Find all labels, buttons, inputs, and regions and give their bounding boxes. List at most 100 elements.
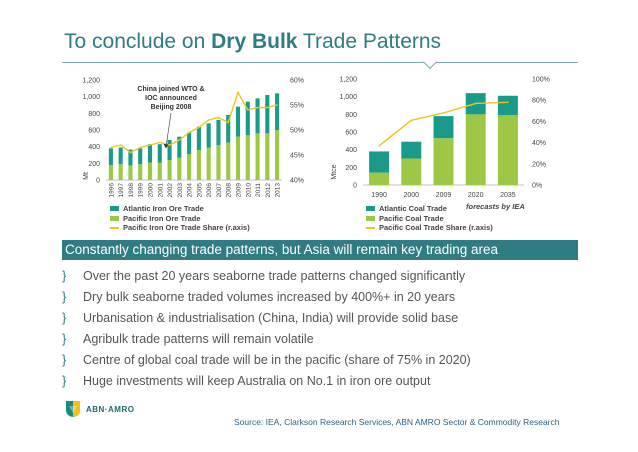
legend-pacific-iron: Pacific Iron Ore Trade (110, 214, 250, 224)
title-bold: Dry Bulk (211, 30, 298, 53)
x-tick-label: 2004 (187, 183, 194, 198)
y2-tick-label: 0% (532, 183, 542, 190)
x-tick-label: 2000 (148, 183, 155, 198)
bar-pacific (206, 147, 211, 180)
legend-swatch (110, 226, 119, 229)
bar-atlantic (187, 132, 192, 155)
bar-atlantic (275, 93, 280, 130)
y2-tick-label: 100% (532, 77, 550, 84)
legend-pacific-coal-share: Pacific Coal Trade Share (r.axis) (366, 223, 493, 233)
y-tick-label: 600 (88, 128, 100, 135)
iron-ore-legend: Atlantic Iron Ore Trade Pacific Iron Ore… (110, 204, 250, 233)
chart-annotation: China joined WTO & (137, 86, 204, 93)
bullet-text: Dry bulk seaborne traded volumes increas… (83, 290, 456, 304)
y2-tick-label: 60% (532, 119, 546, 126)
share-point (139, 146, 142, 149)
y-tick-label: 400 (345, 147, 357, 154)
y-tick-label: 1,000 (82, 94, 100, 101)
legend-label: Atlantic Iron Ore Trade (123, 204, 204, 213)
bar-pacific (433, 138, 454, 185)
legend-label: Pacific Iron Ore Trade Share (r.axis) (123, 223, 250, 232)
x-tick-label: 1997 (118, 183, 125, 198)
bar-atlantic (255, 98, 260, 134)
list-item: } Dry bulk seaborne traded volumes increa… (62, 287, 471, 308)
x-tick-label: 1998 (128, 183, 135, 198)
bar-pacific (245, 135, 250, 180)
legend-label: Pacific Iron Ore Trade (123, 213, 201, 223)
bullet-icon: } (62, 331, 67, 346)
share-point (237, 91, 239, 94)
x-tick-label: 1990 (371, 192, 387, 199)
share-point (410, 119, 413, 122)
bar-pacific (465, 114, 486, 185)
share-point (246, 109, 249, 111)
share-point (158, 141, 161, 144)
bullet-text: Over the past 20 years seaborne trade pa… (83, 269, 466, 283)
y-tick-label: 1,200 (82, 78, 100, 85)
bar-pacific (226, 142, 231, 180)
y2-tick-label: 20% (532, 161, 546, 168)
x-tick-label: 2003 (177, 183, 184, 198)
chart-annotation: Beijing 2008 (151, 104, 192, 111)
y-tick-label: 1,200 (339, 77, 357, 84)
bar-pacific (369, 172, 390, 185)
x-tick-label: 2005 (196, 183, 203, 198)
legend-swatch (366, 215, 375, 221)
bar-atlantic (157, 144, 162, 163)
bar-pacific (275, 130, 280, 180)
y2-tick-label: 40% (532, 140, 546, 147)
share-point (442, 112, 445, 114)
legend-pacific-coal: Pacific Coal Trade (366, 214, 493, 224)
key-message-banner: Constantly changing trade patterns, but … (62, 240, 578, 260)
bar-pacific (128, 165, 133, 180)
y2-tick-label: 40% (290, 178, 304, 185)
x-tick-label: 2002 (167, 183, 174, 198)
bullet-icon: } (62, 289, 67, 304)
x-tick-label: 2009 (436, 192, 452, 199)
y-tick-label: 0 (96, 178, 100, 185)
bar-atlantic (401, 141, 422, 159)
share-point (110, 146, 112, 149)
list-item: } Agribulk trade patterns will remain vol… (62, 329, 471, 350)
x-tick-label: 2020 (468, 192, 484, 199)
share-point (256, 106, 259, 109)
list-item: } Over the past 20 years seaborne trade p… (62, 266, 471, 287)
bar-pacific (235, 136, 241, 180)
x-tick-label: 2007 (216, 183, 223, 198)
x-tick-label: 2009 (236, 183, 243, 198)
bar-pacific (216, 145, 221, 180)
bar-atlantic (245, 101, 250, 135)
list-item: } Centre of global coal trade will be in … (62, 350, 471, 371)
y-tick-label: 200 (345, 165, 357, 172)
logo-text: ABN·AMRO (86, 404, 135, 414)
title-underline (62, 62, 578, 63)
bar-pacific (177, 157, 182, 180)
share-point (266, 106, 269, 109)
share-point (119, 144, 122, 146)
bar-pacific (255, 133, 260, 180)
list-item: } Huge investments will keep Australia on… (62, 371, 471, 392)
share-point (198, 126, 200, 129)
bar-atlantic (118, 147, 123, 165)
share-point (474, 102, 477, 105)
coal-legend: Atlantic Coal Trade Pacific Coal Trade P… (366, 204, 493, 233)
share-point (168, 144, 171, 146)
share-point (217, 116, 220, 119)
y-tick-label: 1,000 (339, 94, 357, 101)
bullet-icon: } (62, 268, 67, 283)
share-point (507, 101, 509, 104)
share-point (227, 121, 230, 124)
bar-pacific (401, 158, 422, 185)
bullet-icon: } (62, 310, 67, 325)
bar-atlantic (369, 151, 390, 173)
bar-atlantic (138, 148, 143, 165)
bar-atlantic (196, 126, 201, 150)
y2-tick-label: 45% (290, 153, 304, 160)
legend-label: Pacific Coal Trade (379, 213, 444, 223)
bar-pacific (108, 165, 113, 180)
x-tick-label: 2008 (226, 183, 233, 198)
bar-pacific (167, 160, 172, 180)
source-note: Source: IEA, Clarkson Research Services,… (234, 417, 560, 427)
x-tick-label: 2010 (245, 183, 252, 198)
